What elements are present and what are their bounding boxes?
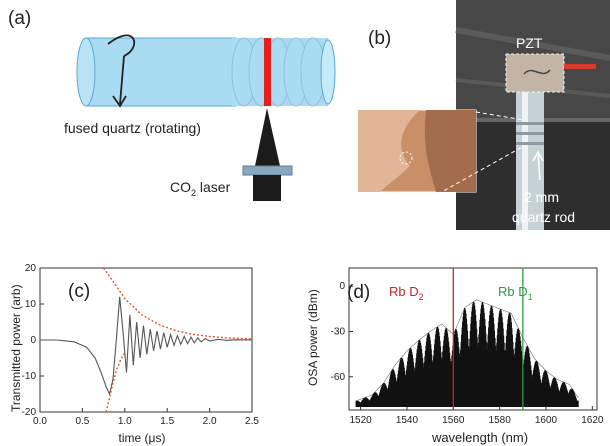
marker-d1-label: Rb D1 [498,284,533,302]
x-tick-label: 1.0 [118,416,132,427]
transmission-trace [40,296,253,396]
x-tick-label: 2.5 [245,416,259,427]
y-tick-label: -30 [331,326,346,337]
x-tick-label: 1520 [349,415,372,426]
inset-leader-top [475,111,525,121]
panel-a-label: (a) [8,8,31,29]
y-tick-label: -20 [22,407,37,418]
envelope-curve [103,267,253,340]
panel-d-ylabel: OSA power (dBm) [306,289,320,386]
x-tick-label: 2.0 [203,416,217,427]
panel-a-schematic: (a) fused quartz (rotating) CO2 laser [8,8,336,201]
panel-d-label: (d) [347,282,370,303]
panel-c-ylabel: Transmitted power (arb) [9,284,23,412]
x-tick-label: 1540 [396,415,419,426]
marker-d2-label: Rb D2 [389,284,424,302]
side-view-inset [357,109,477,193]
plot-frame [348,267,598,411]
y-tick-label: 20 [25,263,37,274]
co2-laser-icon [242,108,293,201]
x-tick-label: 0.0 [33,416,47,427]
spectrum-envelope [355,299,579,402]
x-tick-label: 1580 [489,415,512,426]
y-tick-label: -10 [22,371,37,382]
y-tick-label: 0 [30,335,36,346]
panel-c-xlabel: time (μs) [119,431,166,445]
spectrum-trace [355,301,579,407]
side-label: SIDE [418,192,449,207]
panel-c-label: (c) [68,281,90,302]
heated-zone [264,38,271,106]
quartz-cylinder [76,37,237,107]
inset-leader-bottom [437,145,525,195]
pzt-block [505,53,596,93]
x-tick-label: 1620 [581,415,604,426]
rod-label-line2: quartz rod [512,209,575,225]
y-tick-label: 10 [25,299,37,310]
pzt-label: PZT [516,35,543,51]
quartz-rod [516,86,544,230]
panel-d-chart: 1520 1540 1560 1580 1600 1620 0 -30 -60 (d) OSA … [306,267,604,445]
x-tick-label: 1.5 [160,416,174,427]
panel-c-axes: 0.0 0.5 1.0 1.5 2.0 2.5 20 10 0 -10 -20 [22,263,260,427]
x-tick-label: 1560 [442,415,465,426]
panel-b-label: (b) [368,28,391,49]
y-tick-label: -60 [331,372,346,383]
envelope-curve [105,352,126,413]
rod-label-line1: 2 mm [524,189,559,205]
y-tick-label: 0 [339,281,345,292]
panel-d-xlabel: wavelength (nm) [431,430,528,445]
x-tick-label: 0.5 [75,416,89,427]
rotation-arrow-icon [107,34,136,108]
x-tick-label: 1600 [535,415,558,426]
panel-b-photo: (b) PZT SIDE 2 mm quartz rod [357,0,610,230]
panel-c-chart: 0.0 0.5 1.0 1.5 2.0 2.5 20 10 0 -10 -20 (c) Transm… [9,263,260,445]
machined-grooves [231,37,336,107]
rod-pointer-arrow-icon [532,150,544,181]
laser-label: CO2 laser [170,179,231,198]
panel-d-axes: 1520 1540 1560 1580 1600 1620 0 -30 -60 [331,267,604,426]
fiber-label: fused quartz (rotating) [64,120,201,136]
